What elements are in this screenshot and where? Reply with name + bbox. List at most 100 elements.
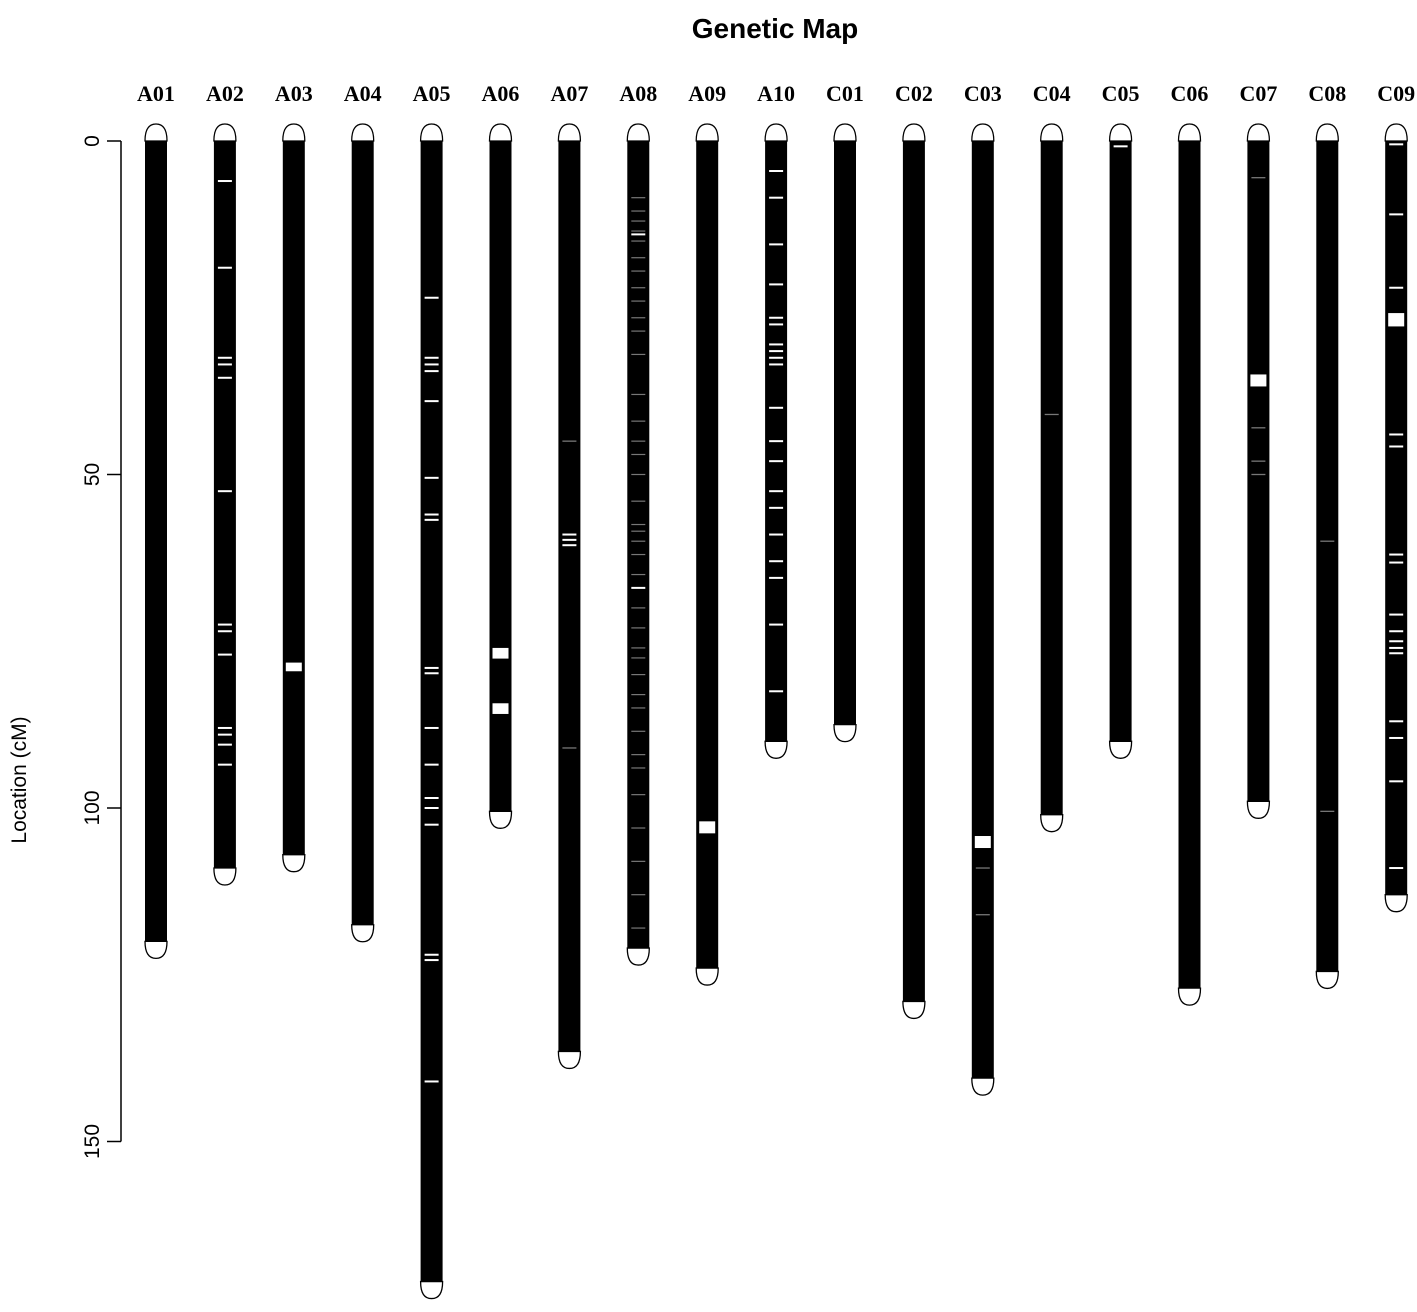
marker-block — [492, 703, 509, 714]
y-tick-label: 50 — [81, 463, 104, 486]
chromosome-group: A01 A02 A03 A04 A05 A06 A07 A08 A09 A10 C01 C02 C03 C… — [137, 81, 1415, 1300]
marker-block — [974, 836, 991, 849]
chromosome-bar — [1040, 141, 1063, 815]
chromosome-bottom-cap — [213, 867, 237, 886]
chromosome-label: A05 — [413, 81, 451, 106]
chromosome-label: A04 — [344, 81, 382, 106]
chromosome-bar — [1316, 141, 1339, 972]
chromosome-a02: A02 — [206, 81, 244, 886]
chromosome-label: C08 — [1308, 81, 1346, 106]
chromosome-bottom-cap — [902, 1000, 926, 1020]
chromosome-top-cap — [695, 123, 719, 142]
chromosome-bar — [282, 141, 305, 855]
chromosome-c05: C05 — [1102, 81, 1140, 759]
chromosome-top-cap — [833, 123, 857, 142]
chromosome-c04: C04 — [1033, 81, 1071, 833]
chromosome-top-cap — [626, 123, 650, 142]
marker-block — [285, 662, 302, 672]
chromosome-label: C03 — [964, 81, 1002, 106]
chromosome-bottom-cap — [1246, 800, 1271, 819]
chromosome-bottom-cap — [419, 1280, 444, 1300]
chromosome-bottom-cap — [1384, 894, 1408, 913]
chromosome-label: A02 — [206, 81, 244, 106]
chromosome-top-cap — [1384, 123, 1408, 142]
chromosome-bottom-cap — [1177, 987, 1202, 1006]
chromosome-a08: A08 — [619, 81, 657, 966]
chromosome-label: A06 — [482, 81, 520, 106]
y-tick-label: 150 — [81, 1124, 104, 1159]
chromosome-a03: A03 — [275, 81, 313, 873]
chromosome-top-cap — [213, 123, 237, 142]
chromosome-bar — [1385, 141, 1408, 895]
chromosome-bottom-cap — [1040, 814, 1064, 833]
chromosome-label: A07 — [550, 81, 588, 106]
chromosome-top-cap — [1040, 123, 1064, 142]
chromosome-bar — [1178, 141, 1201, 989]
chromosome-label: C06 — [1171, 81, 1209, 106]
chromosome-top-cap — [557, 123, 582, 142]
chromosome-a10: A10 — [757, 81, 795, 759]
chromosome-top-cap — [1315, 123, 1339, 142]
chromosome-bottom-cap — [695, 967, 719, 986]
chart-title: Genetic Map — [692, 13, 858, 44]
chromosome-bar — [420, 141, 443, 1282]
chromosome-bottom-cap — [144, 940, 168, 960]
chromosome-label: C01 — [826, 81, 864, 106]
chromosome-c02: C02 — [895, 81, 933, 1020]
chromosome-bottom-cap — [626, 947, 650, 966]
marker-block — [699, 821, 716, 834]
chromosome-bottom-cap — [282, 854, 306, 873]
chromosome-top-cap — [1246, 123, 1271, 142]
chromosome-c09: C09 — [1377, 81, 1415, 913]
chromosome-bottom-cap — [764, 740, 788, 759]
chromosome-label: C02 — [895, 81, 933, 106]
chromosome-top-cap — [1108, 123, 1133, 142]
chromosome-a06: A06 — [482, 81, 520, 829]
chromosome-bottom-cap — [351, 924, 375, 943]
chromosome-top-cap — [351, 123, 375, 142]
marker-block — [1388, 313, 1405, 327]
y-tick-label: 0 — [81, 135, 104, 147]
chromosome-bar — [971, 141, 994, 1079]
chromosome-bar — [351, 141, 374, 925]
chromosome-c07: C07 — [1239, 81, 1277, 819]
chromosome-bottom-cap — [557, 1050, 582, 1070]
chromosome-bar — [213, 141, 236, 869]
chromosome-c03: C03 — [964, 81, 1002, 1096]
chromosome-label: A10 — [757, 81, 795, 106]
chromosome-label: A01 — [137, 81, 175, 106]
chromosome-bar — [696, 141, 719, 969]
chromosome-bar — [489, 141, 512, 812]
chromosome-bottom-cap — [488, 810, 513, 829]
chromosome-a07: A07 — [550, 81, 588, 1070]
chromosome-bar — [627, 141, 650, 949]
y-axis-label: Location (cM) — [8, 716, 31, 843]
chromosome-bar — [834, 141, 856, 725]
chromosome-a04: A04 — [344, 81, 382, 943]
chromosome-top-cap — [902, 123, 926, 142]
chromosome-a09: A09 — [688, 81, 726, 986]
y-axis: 0 50 100 150 — [81, 135, 122, 1159]
chromosome-bar — [902, 141, 925, 1002]
chromosome-top-cap — [1177, 123, 1202, 142]
chromosome-bar — [558, 141, 581, 1052]
chromosome-c08: C08 — [1308, 81, 1346, 990]
chromosome-label: C05 — [1102, 81, 1140, 106]
chromosome-c01: C01 — [826, 81, 864, 743]
marker-block — [492, 647, 509, 659]
chromosome-a01: A01 — [137, 81, 175, 960]
chromosome-top-cap — [764, 123, 788, 142]
chromosome-top-cap — [419, 123, 444, 142]
chromosome-bottom-cap — [833, 723, 857, 743]
chromosome-label: C09 — [1377, 81, 1415, 106]
chromosome-top-cap — [282, 123, 306, 142]
y-tick-label: 100 — [81, 790, 104, 825]
chromosome-bar — [1109, 141, 1132, 742]
chromosome-top-cap — [144, 123, 168, 142]
chromosome-bottom-cap — [971, 1077, 995, 1096]
chromosome-a05: A05 — [413, 81, 451, 1300]
chromosome-bar — [145, 141, 167, 942]
chromosome-label: A03 — [275, 81, 313, 106]
chromosome-label: A09 — [688, 81, 726, 106]
